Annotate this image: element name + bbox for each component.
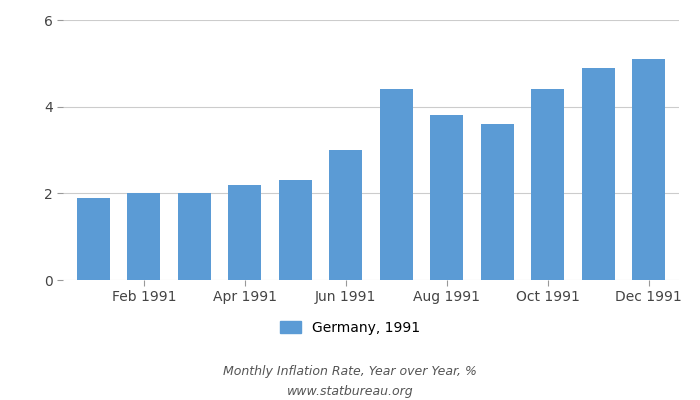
Bar [582,68,615,280]
Text: www.statbureau.org: www.statbureau.org [287,386,413,398]
Bar [632,59,665,280]
Bar [481,124,514,280]
Bar [228,185,261,280]
Legend: Germany, 1991: Germany, 1991 [274,316,426,340]
Bar [127,193,160,280]
Bar [178,193,211,280]
Bar [380,89,413,280]
Bar [430,115,463,280]
Bar [77,198,110,280]
Bar [329,150,362,280]
Bar [279,180,312,280]
Text: Monthly Inflation Rate, Year over Year, %: Monthly Inflation Rate, Year over Year, … [223,366,477,378]
Bar [531,89,564,280]
